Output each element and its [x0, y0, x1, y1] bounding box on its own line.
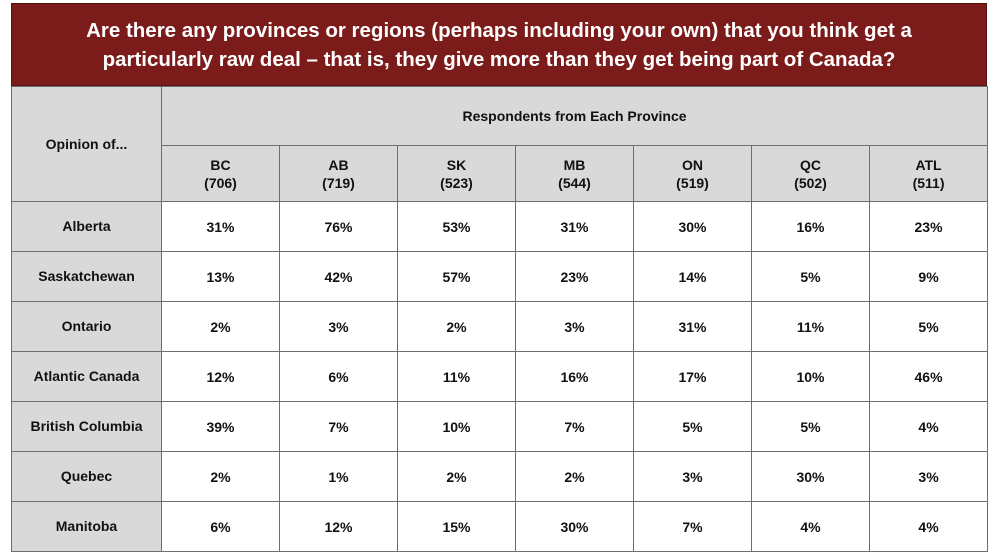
title-banner: Are there any provinces or regions (perh…: [11, 3, 987, 86]
table-cell: 13%: [161, 251, 280, 302]
corner-header: Opinion of...: [11, 86, 162, 202]
column-sample-size: (511): [912, 174, 945, 191]
table-cell: 76%: [279, 201, 398, 252]
table-cell: 39%: [161, 401, 280, 452]
column-code: ON: [682, 156, 703, 173]
table-cell: 53%: [397, 201, 516, 252]
column-sample-size: (719): [322, 174, 355, 191]
table-cell: 31%: [633, 301, 752, 352]
table-cell: 31%: [161, 201, 280, 252]
table-cell: 10%: [397, 401, 516, 452]
table-row: Saskatchewan 13% 42% 57% 23% 14% 5% 9%: [11, 251, 989, 302]
column-code: BC: [210, 156, 231, 173]
table-cell: 12%: [161, 351, 280, 402]
column-sample-size: (523): [440, 174, 473, 191]
chart-title: Are there any provinces or regions (perh…: [86, 18, 912, 71]
table-row: Quebec 2% 1% 2% 2% 3% 30% 3%: [11, 451, 989, 502]
table-row: Manitoba 6% 12% 15% 30% 7% 4% 4%: [11, 501, 989, 552]
table-cell: 3%: [868, 451, 989, 502]
table-cell: 30%: [751, 451, 870, 502]
table-cell: 6%: [161, 501, 280, 552]
table-cell: 5%: [868, 301, 989, 352]
column-header-qc: QC (502): [751, 145, 870, 202]
row-label: Ontario: [11, 301, 162, 352]
table-cell: 30%: [515, 501, 634, 552]
table-cell: 4%: [868, 501, 989, 552]
table-cell: 2%: [515, 451, 634, 502]
table-cell: 42%: [279, 251, 398, 302]
column-sample-size: (519): [676, 174, 709, 191]
column-header-mb: MB (544): [515, 145, 634, 202]
row-label: Quebec: [11, 451, 162, 502]
column-code: QC: [800, 156, 821, 173]
column-header-ab: AB (719): [279, 145, 398, 202]
table-cell: 2%: [161, 451, 280, 502]
column-code: AB: [328, 156, 349, 173]
column-code: ATL: [915, 156, 942, 173]
table-cell: 17%: [633, 351, 752, 402]
table-cell: 30%: [633, 201, 752, 252]
table-cell: 6%: [279, 351, 398, 402]
table-cell: 9%: [868, 251, 989, 302]
column-sample-size: (502): [794, 174, 827, 191]
table-cell: 4%: [751, 501, 870, 552]
table-cell: 3%: [633, 451, 752, 502]
table-cell: 4%: [868, 401, 989, 452]
table-cell: 3%: [279, 301, 398, 352]
column-code: MB: [563, 156, 586, 173]
table-cell: 23%: [515, 251, 634, 302]
table-cell: 2%: [397, 451, 516, 502]
table-cell: 7%: [279, 401, 398, 452]
table-row: Alberta 31% 76% 53% 31% 30% 16% 23%: [11, 201, 989, 252]
table-cell: 2%: [397, 301, 516, 352]
table-row: Atlantic Canada 12% 6% 11% 16% 17% 10% 46%: [11, 351, 989, 402]
table-cell: 11%: [751, 301, 870, 352]
column-header-on: ON (519): [633, 145, 752, 202]
table-cell: 16%: [751, 201, 870, 252]
row-label: Atlantic Canada: [11, 351, 162, 402]
table-cell: 5%: [751, 401, 870, 452]
table-cell: 11%: [397, 351, 516, 402]
table-cell: 14%: [633, 251, 752, 302]
table-cell: 5%: [751, 251, 870, 302]
column-code: SK: [446, 156, 467, 173]
table-cell: 23%: [868, 201, 989, 252]
table-cell: 15%: [397, 501, 516, 552]
column-sample-size: (706): [204, 174, 237, 191]
table-cell: 5%: [633, 401, 752, 452]
table-cell: 3%: [515, 301, 634, 352]
table-cell: 10%: [751, 351, 870, 402]
group-header: Respondents from Each Province: [160, 86, 989, 146]
column-header-sk: SK (523): [397, 145, 516, 202]
table-cell: 7%: [633, 501, 752, 552]
table-cell: 16%: [515, 351, 634, 402]
table-row: British Columbia 39% 7% 10% 7% 5% 5% 4%: [11, 401, 989, 452]
table-cell: 1%: [279, 451, 398, 502]
table-cell: 31%: [515, 201, 634, 252]
column-sample-size: (544): [558, 174, 591, 191]
column-header-bc: BC (706): [161, 145, 280, 202]
column-header-atl: ATL (511): [868, 145, 989, 202]
table-cell: 57%: [397, 251, 516, 302]
table-cell: 2%: [161, 301, 280, 352]
table-row: Ontario 2% 3% 2% 3% 31% 11% 5%: [11, 301, 989, 352]
row-label: Alberta: [11, 201, 162, 252]
row-label: Saskatchewan: [11, 251, 162, 302]
table-cell: 46%: [868, 351, 989, 402]
row-label: Manitoba: [11, 501, 162, 552]
row-label: British Columbia: [11, 401, 162, 452]
results-table: Opinion of... Respondents from Each Prov…: [11, 86, 989, 552]
table-cell: 12%: [279, 501, 398, 552]
table-cell: 7%: [515, 401, 634, 452]
